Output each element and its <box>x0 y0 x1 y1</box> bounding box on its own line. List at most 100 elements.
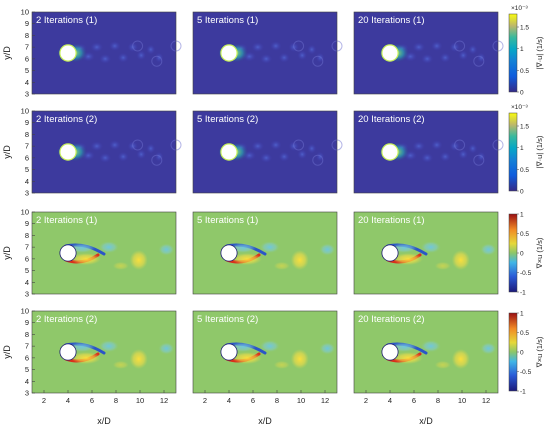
panel-frame <box>353 211 499 295</box>
positive-vortex <box>451 250 470 271</box>
colorbar-gradient <box>508 13 518 93</box>
positive-vortex <box>434 360 451 369</box>
negative-vortex <box>420 340 441 353</box>
y-axis-label: y/D <box>2 145 12 159</box>
y-tick-label: 10 <box>21 307 29 316</box>
positive-vortex <box>393 253 423 265</box>
colorbar-tick-label: 0 <box>520 251 524 258</box>
x-tick-label: 2 <box>42 396 46 405</box>
wake-vortex <box>473 154 485 166</box>
y-tick-label: 10 <box>21 107 29 116</box>
wake-vortex <box>151 55 163 67</box>
positive-vortex <box>232 352 262 364</box>
colorbar-tick-label: 0.5 <box>520 330 529 337</box>
panel-frame <box>31 110 177 194</box>
panel-title: 20 Iterations (1) <box>358 15 425 26</box>
cylinder <box>59 143 77 161</box>
wake-texture <box>99 152 112 163</box>
y-tick-label: 4 <box>25 177 29 186</box>
wake-texture <box>278 151 290 162</box>
wake-texture <box>90 141 104 152</box>
wake-texture <box>431 139 443 150</box>
panel-title: 2 Iterations (1) <box>36 15 97 26</box>
colorbar-gradient <box>508 312 518 392</box>
colorbar-label: ∇×u (1/s) <box>535 237 544 269</box>
wake-texture <box>307 44 317 55</box>
wake-vortex <box>454 139 466 151</box>
wake-texture <box>278 52 290 63</box>
positive-vortex <box>112 261 129 270</box>
colorbar-tick-label: 1.5 <box>520 124 529 131</box>
colorbar-label: |∇·u| (1/s) <box>535 36 544 69</box>
negative-vortex <box>259 340 280 353</box>
wake-vortex <box>454 40 466 52</box>
wake-texture <box>99 53 112 64</box>
y-tick-label: 5 <box>25 165 29 174</box>
wake-texture <box>468 143 478 154</box>
negative-vortex <box>420 241 441 254</box>
wake-texture <box>251 42 265 53</box>
wake-texture <box>458 149 469 160</box>
colorbar-divergence: 0 0.5 1 1.5 ×10⁻³ |∇·u| (1/s) <box>508 104 544 196</box>
panel-title: 5 Iterations (1) <box>197 15 258 26</box>
colorbar-tick-label: 1 <box>520 311 524 318</box>
wake-texture <box>146 143 156 154</box>
axes-labels-group: y/D y/D y/D y/D x/D x/D x/D <box>2 46 433 426</box>
cylinder <box>220 343 238 361</box>
colorbar-tick-label: -0.5 <box>520 369 532 376</box>
y-tick-label: 6 <box>25 54 29 63</box>
panel-curl-2: 5 Iterations (1) <box>192 211 338 295</box>
wake-texture <box>412 141 426 152</box>
x-tick-label: 12 <box>321 396 329 405</box>
positive-vortex <box>232 253 262 265</box>
y-tick-label: 4 <box>25 278 29 287</box>
positive-vortex <box>434 261 451 270</box>
x-tick-label: 6 <box>90 396 94 405</box>
y-tick-label: 3 <box>25 90 29 99</box>
x-tick-label: 10 <box>297 396 305 405</box>
panel-curl-1: 2 Iterations (2) 3 4 5 6 7 8 9 10 2 4 6 8 10 12 <box>21 307 177 405</box>
x-tick-label: 6 <box>251 396 255 405</box>
panel-title: 2 Iterations (2) <box>36 314 97 325</box>
y-tick-label: 10 <box>21 208 29 217</box>
wake-vortex <box>151 154 163 166</box>
wake-texture <box>439 151 451 162</box>
colorbar-curl: -1 -0.5 0 0.5 1 ∇×u (1/s) <box>508 311 544 396</box>
cylinder <box>381 143 399 161</box>
wake-vortex <box>293 139 305 151</box>
wake-texture <box>109 139 121 150</box>
colorbar-tick-label: -1 <box>520 389 526 396</box>
colorbar-tick-label: 0.5 <box>520 167 529 174</box>
positive-vortex <box>112 360 129 369</box>
x-tick-label: 8 <box>275 396 279 405</box>
y-tick-label: 4 <box>25 377 29 386</box>
wake-vortex <box>312 154 324 166</box>
positive-vortex <box>129 349 148 370</box>
cylinder <box>220 143 238 161</box>
x-tick-label: 12 <box>160 396 168 405</box>
x-tick-label: 4 <box>227 396 231 405</box>
wake-vortex <box>312 55 324 67</box>
x-tick-label: 12 <box>482 396 490 405</box>
y-tick-label: 8 <box>25 31 29 40</box>
y-tick-label: 3 <box>25 389 29 398</box>
x-tick-label: 2 <box>364 396 368 405</box>
y-tick-label: 6 <box>25 153 29 162</box>
wake-texture <box>251 141 265 152</box>
panel-frame <box>353 310 499 394</box>
negative-vortex <box>480 243 497 256</box>
wake-texture <box>270 40 282 51</box>
y-tick-label: 7 <box>25 43 29 52</box>
positive-vortex <box>273 261 290 270</box>
y-tick-label: 8 <box>25 130 29 139</box>
wake-texture <box>431 40 443 51</box>
cylinder <box>381 44 399 62</box>
x-tick-label: 6 <box>412 396 416 405</box>
colorbar-tick-label: 0.5 <box>520 231 529 238</box>
wake-texture <box>136 50 147 61</box>
panel-frame <box>353 11 499 95</box>
panel-title: 5 Iterations (2) <box>197 314 258 325</box>
y-axis-label: y/D <box>2 46 12 60</box>
negative-vortex <box>98 340 119 353</box>
